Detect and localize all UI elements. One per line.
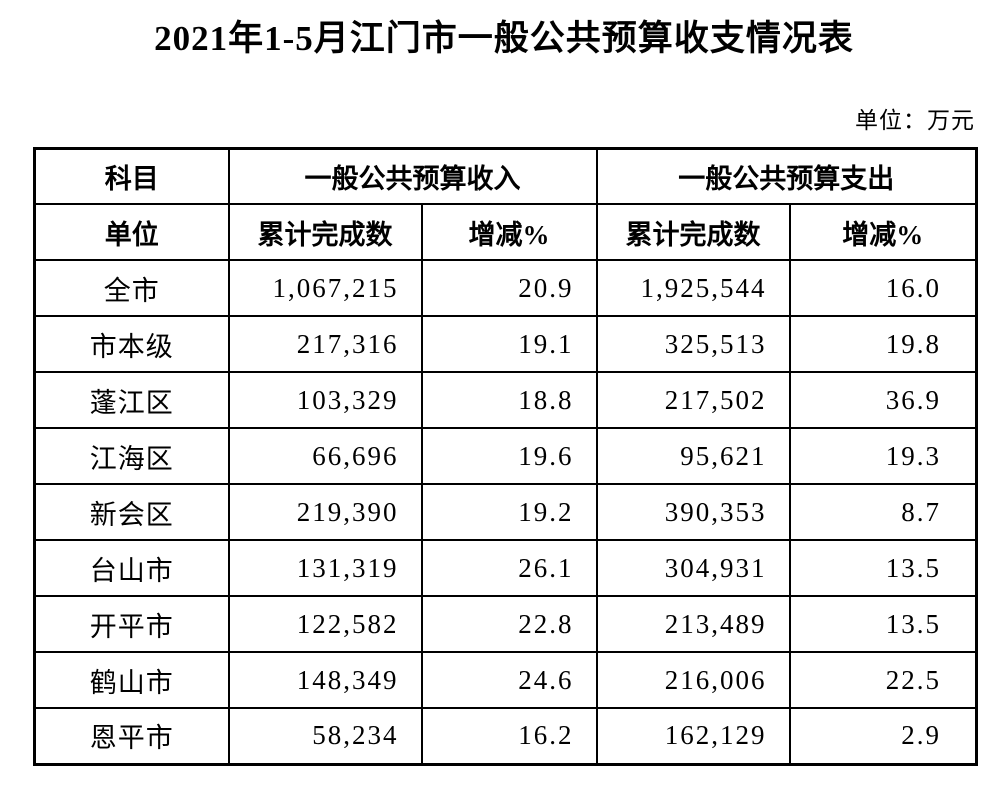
- expenditure-total-cell: 325,513: [595, 315, 791, 373]
- revenue-change-cell: 26.1: [420, 539, 598, 597]
- table-row: 江海区 66,696 19.6 95,621 19.3: [33, 427, 978, 485]
- revenue-group-header-cell: 一般公共预算收入: [227, 147, 598, 205]
- revenue-total-cell: 148,349: [227, 651, 423, 709]
- revenue-change-cell: 19.2: [420, 483, 598, 541]
- expenditure-change-cell: 22.5: [788, 651, 978, 709]
- revenue-change-cell: 18.8: [420, 371, 598, 429]
- revenue-total-cell: 103,329: [227, 371, 423, 429]
- region-cell: 江海区: [33, 427, 230, 485]
- expenditure-change-cell: 16.0: [788, 259, 978, 317]
- table-row: 全市 1,067,215 20.9 1,925,544 16.0: [33, 259, 978, 317]
- table-row: 市本级 217,316 19.1 325,513 19.8: [33, 315, 978, 373]
- expenditure-total-cell: 217,502: [595, 371, 791, 429]
- revenue-change-cell: 19.6: [420, 427, 598, 485]
- subject-header-cell: 科目: [33, 147, 230, 205]
- expenditure-total-cell: 162,129: [595, 707, 791, 765]
- expenditure-change-cell: 13.5: [788, 539, 978, 597]
- unit-note: 单位：万元: [855, 107, 975, 133]
- unit-header-cell: 单位: [33, 203, 230, 261]
- expenditure-total-cell: 1,925,544: [595, 259, 791, 317]
- expenditure-change-cell: 2.9: [788, 707, 978, 765]
- revenue-total-cell: 66,696: [227, 427, 423, 485]
- sheet: 2021年1-5月江门市一般公共预算收支情况表 单位：万元 科目 一般公共预算收…: [33, 19, 978, 766]
- revenue-change-cell: 24.6: [420, 651, 598, 709]
- expenditure-change-cell: 8.7: [788, 483, 978, 541]
- region-cell: 蓬江区: [33, 371, 230, 429]
- region-cell: 全市: [33, 259, 230, 317]
- revenue-total-cell: 217,316: [227, 315, 423, 373]
- revenue-change-cell: 16.2: [420, 707, 598, 765]
- revenue-change-cell: 20.9: [420, 259, 598, 317]
- revenue-change-header-cell: 增减%: [420, 203, 598, 261]
- revenue-total-cell: 131,319: [227, 539, 423, 597]
- table-row: 蓬江区 103,329 18.8 217,502 36.9: [33, 371, 978, 429]
- header-row-columns: 单位 累计完成数 增减% 累计完成数 增减%: [33, 203, 978, 261]
- revenue-cumulative-header-cell: 累计完成数: [227, 203, 423, 261]
- expenditure-total-cell: 390,353: [595, 483, 791, 541]
- expenditure-change-header-cell: 增减%: [788, 203, 978, 261]
- expenditure-total-cell: 213,489: [595, 595, 791, 653]
- expenditure-cumulative-header-cell: 累计完成数: [595, 203, 791, 261]
- page-title: 2021年1-5月江门市一般公共预算收支情况表: [154, 19, 854, 58]
- table-row: 台山市 131,319 26.1 304,931 13.5: [33, 539, 978, 597]
- expenditure-total-cell: 95,621: [595, 427, 791, 485]
- expenditure-total-cell: 304,931: [595, 539, 791, 597]
- table-row: 开平市 122,582 22.8 213,489 13.5: [33, 595, 978, 653]
- expenditure-change-cell: 19.8: [788, 315, 978, 373]
- table-row: 新会区 219,390 19.2 390,353 8.7: [33, 483, 978, 541]
- region-cell: 台山市: [33, 539, 230, 597]
- revenue-total-cell: 1,067,215: [227, 259, 423, 317]
- expenditure-change-cell: 13.5: [788, 595, 978, 653]
- revenue-change-cell: 22.8: [420, 595, 598, 653]
- region-cell: 开平市: [33, 595, 230, 653]
- expenditure-group-header-cell: 一般公共预算支出: [595, 147, 978, 205]
- expenditure-change-cell: 19.3: [788, 427, 978, 485]
- budget-table: 科目 一般公共预算收入 一般公共预算支出 单位 累计完成数 增减% 累计完成数 …: [33, 146, 978, 766]
- table-row: 鹤山市 148,349 24.6 216,006 22.5: [33, 651, 978, 709]
- revenue-total-cell: 219,390: [227, 483, 423, 541]
- table-row: 恩平市 58,234 16.2 162,129 2.9: [33, 707, 978, 765]
- header-row-groups: 科目 一般公共预算收入 一般公共预算支出: [33, 147, 978, 205]
- region-cell: 新会区: [33, 483, 230, 541]
- region-cell: 市本级: [33, 315, 230, 373]
- expenditure-change-cell: 36.9: [788, 371, 978, 429]
- region-cell: 鹤山市: [33, 651, 230, 709]
- expenditure-total-cell: 216,006: [595, 651, 791, 709]
- revenue-change-cell: 19.1: [420, 315, 598, 373]
- region-cell: 恩平市: [33, 707, 230, 765]
- revenue-total-cell: 58,234: [227, 707, 423, 765]
- revenue-total-cell: 122,582: [227, 595, 423, 653]
